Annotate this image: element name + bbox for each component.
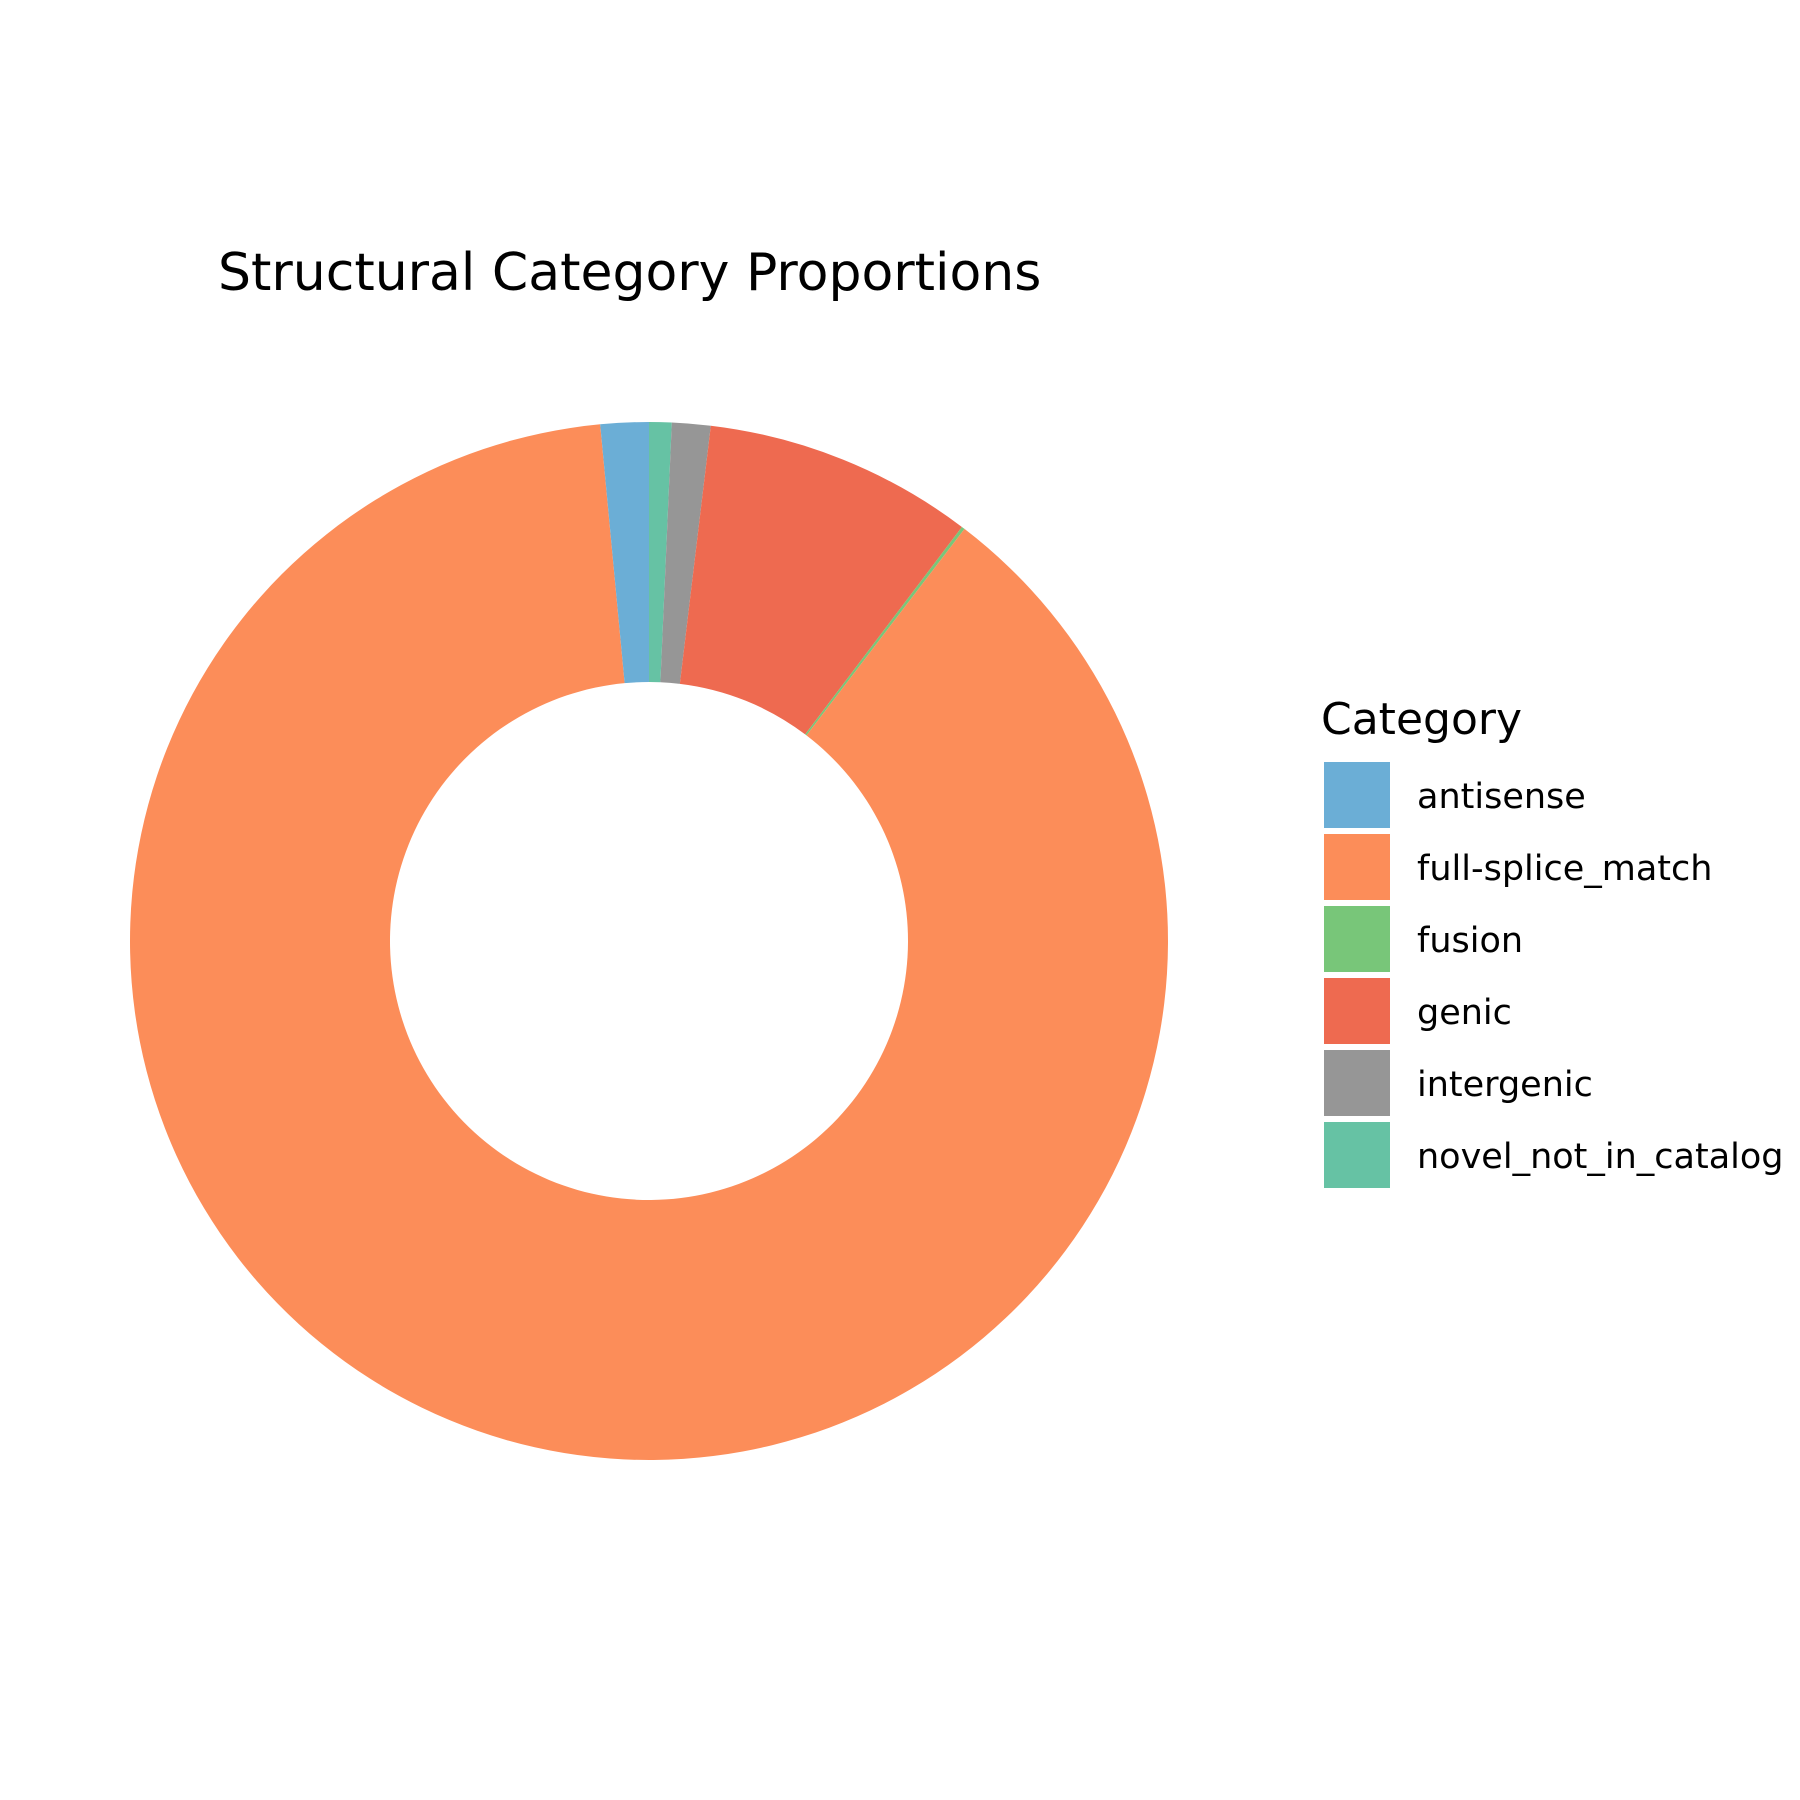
donut-slice xyxy=(679,425,962,735)
legend-label: full-splice_match xyxy=(1417,849,1712,889)
donut-slice xyxy=(649,422,672,683)
legend-key xyxy=(1324,762,1390,828)
chart-title: Structural Category Proportions xyxy=(218,243,1041,303)
legend-key xyxy=(1324,834,1390,900)
legend-title: Category xyxy=(1321,694,1522,745)
donut-slice xyxy=(600,422,649,684)
legend-label: fusion xyxy=(1417,921,1523,961)
donut-slice xyxy=(660,422,711,684)
donut-slice xyxy=(805,526,965,736)
legend-key xyxy=(1324,1122,1390,1188)
legend-key xyxy=(1324,906,1390,972)
legend-key xyxy=(1324,978,1390,1044)
donut-slice xyxy=(129,424,1168,1460)
legend-label: novel_not_in_catalog xyxy=(1417,1137,1784,1177)
legend-key xyxy=(1324,1050,1390,1116)
legend-label: antisense xyxy=(1417,777,1586,817)
legend-label: intergenic xyxy=(1417,1065,1593,1105)
legend-label: genic xyxy=(1417,993,1512,1033)
